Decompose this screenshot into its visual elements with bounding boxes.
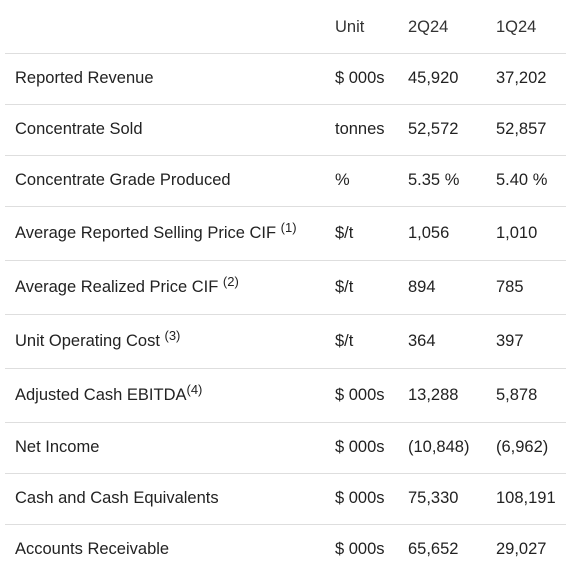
- row-1q24-value: 1,010: [496, 223, 538, 242]
- row-label: Net Income: [5, 422, 330, 473]
- table-row: Average Reported Selling Price CIF (1) $…: [5, 206, 566, 260]
- metric-name: Reported Revenue: [15, 69, 154, 87]
- table-row: Average Realized Price CIF (2) $/t 894 7…: [5, 260, 566, 314]
- metric-name: Concentrate Grade Produced: [15, 171, 231, 189]
- row-unit: $ 000s: [335, 69, 385, 87]
- table-row: Cash and Cash Equivalents $ 000s 75,330 …: [5, 473, 566, 524]
- table-row: Accounts Receivable $ 000s 65,652 29,027: [5, 524, 566, 575]
- metric-name: Adjusted Cash EBITDA: [15, 385, 187, 404]
- footnote-marker: (1): [280, 219, 297, 235]
- row-2q24-value: 5.35 %: [408, 171, 460, 189]
- row-unit: $/t: [335, 223, 354, 242]
- row-unit: $ 000s: [335, 540, 385, 559]
- header-unit: Unit: [335, 18, 365, 37]
- row-label: Average Realized Price CIF (2): [5, 260, 330, 314]
- metric-name: Net Income: [15, 438, 100, 456]
- table-row: Unit Operating Cost (3) $/t 364 397: [5, 314, 566, 368]
- header-metric: [5, 3, 330, 53]
- footnote-marker: (4): [186, 381, 203, 397]
- row-1q24-value: 52,857: [496, 120, 547, 138]
- row-2q24-value: 45,920: [408, 69, 459, 87]
- header-2q24: 2Q24: [408, 18, 449, 37]
- header-1q24: 1Q24: [496, 18, 537, 37]
- row-unit: $ 000s: [335, 385, 385, 404]
- row-label: Concentrate Sold: [5, 104, 330, 155]
- row-label: Adjusted Cash EBITDA(4): [5, 368, 330, 422]
- row-2q24-value: 13,288: [408, 385, 459, 404]
- row-unit: %: [335, 171, 350, 189]
- footnote-marker: (2): [222, 273, 239, 289]
- row-label: Concentrate Grade Produced: [5, 155, 330, 206]
- metric-name: Average Realized Price CIF: [15, 277, 219, 296]
- financial-summary-table: Unit 2Q24 1Q24 Reported Revenue $ 000s 4…: [5, 3, 566, 575]
- row-unit: $ 000s: [335, 489, 385, 507]
- footnote-marker: (3): [164, 327, 181, 343]
- metric-name: Concentrate Sold: [15, 120, 143, 138]
- row-1q24-value: 37,202: [496, 69, 547, 87]
- header-row: Unit 2Q24 1Q24: [5, 3, 566, 53]
- row-1q24-value: 5.40 %: [496, 171, 548, 189]
- row-1q24-value: 29,027: [496, 540, 547, 559]
- row-label: Cash and Cash Equivalents: [5, 473, 330, 524]
- row-2q24-value: (10,848): [408, 438, 470, 456]
- metric-name: Average Reported Selling Price CIF: [15, 223, 277, 242]
- row-1q24-value: 785: [496, 277, 524, 296]
- row-unit: $ 000s: [335, 438, 385, 456]
- table-row: Adjusted Cash EBITDA(4) $ 000s 13,288 5,…: [5, 368, 566, 422]
- metric-name: Accounts Receivable: [15, 540, 170, 559]
- row-unit: tonnes: [335, 120, 385, 138]
- row-label: Reported Revenue: [5, 53, 330, 104]
- table-row: Concentrate Grade Produced % 5.35 % 5.40…: [5, 155, 566, 206]
- row-2q24-value: 65,652: [408, 540, 459, 559]
- row-2q24-value: 894: [408, 277, 436, 296]
- row-2q24-value: 75,330: [408, 489, 459, 507]
- row-label: Average Reported Selling Price CIF (1): [5, 206, 330, 260]
- metric-name: Unit Operating Cost: [15, 331, 160, 350]
- row-2q24-value: 1,056: [408, 223, 450, 242]
- table-row: Concentrate Sold tonnes 52,572 52,857: [5, 104, 566, 155]
- row-2q24-value: 364: [408, 331, 436, 350]
- row-2q24-value: 52,572: [408, 120, 459, 138]
- row-label: Unit Operating Cost (3): [5, 314, 330, 368]
- row-1q24-value: (6,962): [496, 438, 549, 456]
- table-row: Reported Revenue $ 000s 45,920 37,202: [5, 53, 566, 104]
- table-row: Net Income $ 000s (10,848) (6,962): [5, 422, 566, 473]
- row-unit: $/t: [335, 277, 354, 296]
- row-1q24-value: 108,191: [496, 489, 556, 507]
- metric-name: Cash and Cash Equivalents: [15, 489, 219, 507]
- row-1q24-value: 397: [496, 331, 524, 350]
- row-label: Accounts Receivable: [5, 524, 330, 575]
- row-unit: $/t: [335, 331, 354, 350]
- row-1q24-value: 5,878: [496, 385, 538, 404]
